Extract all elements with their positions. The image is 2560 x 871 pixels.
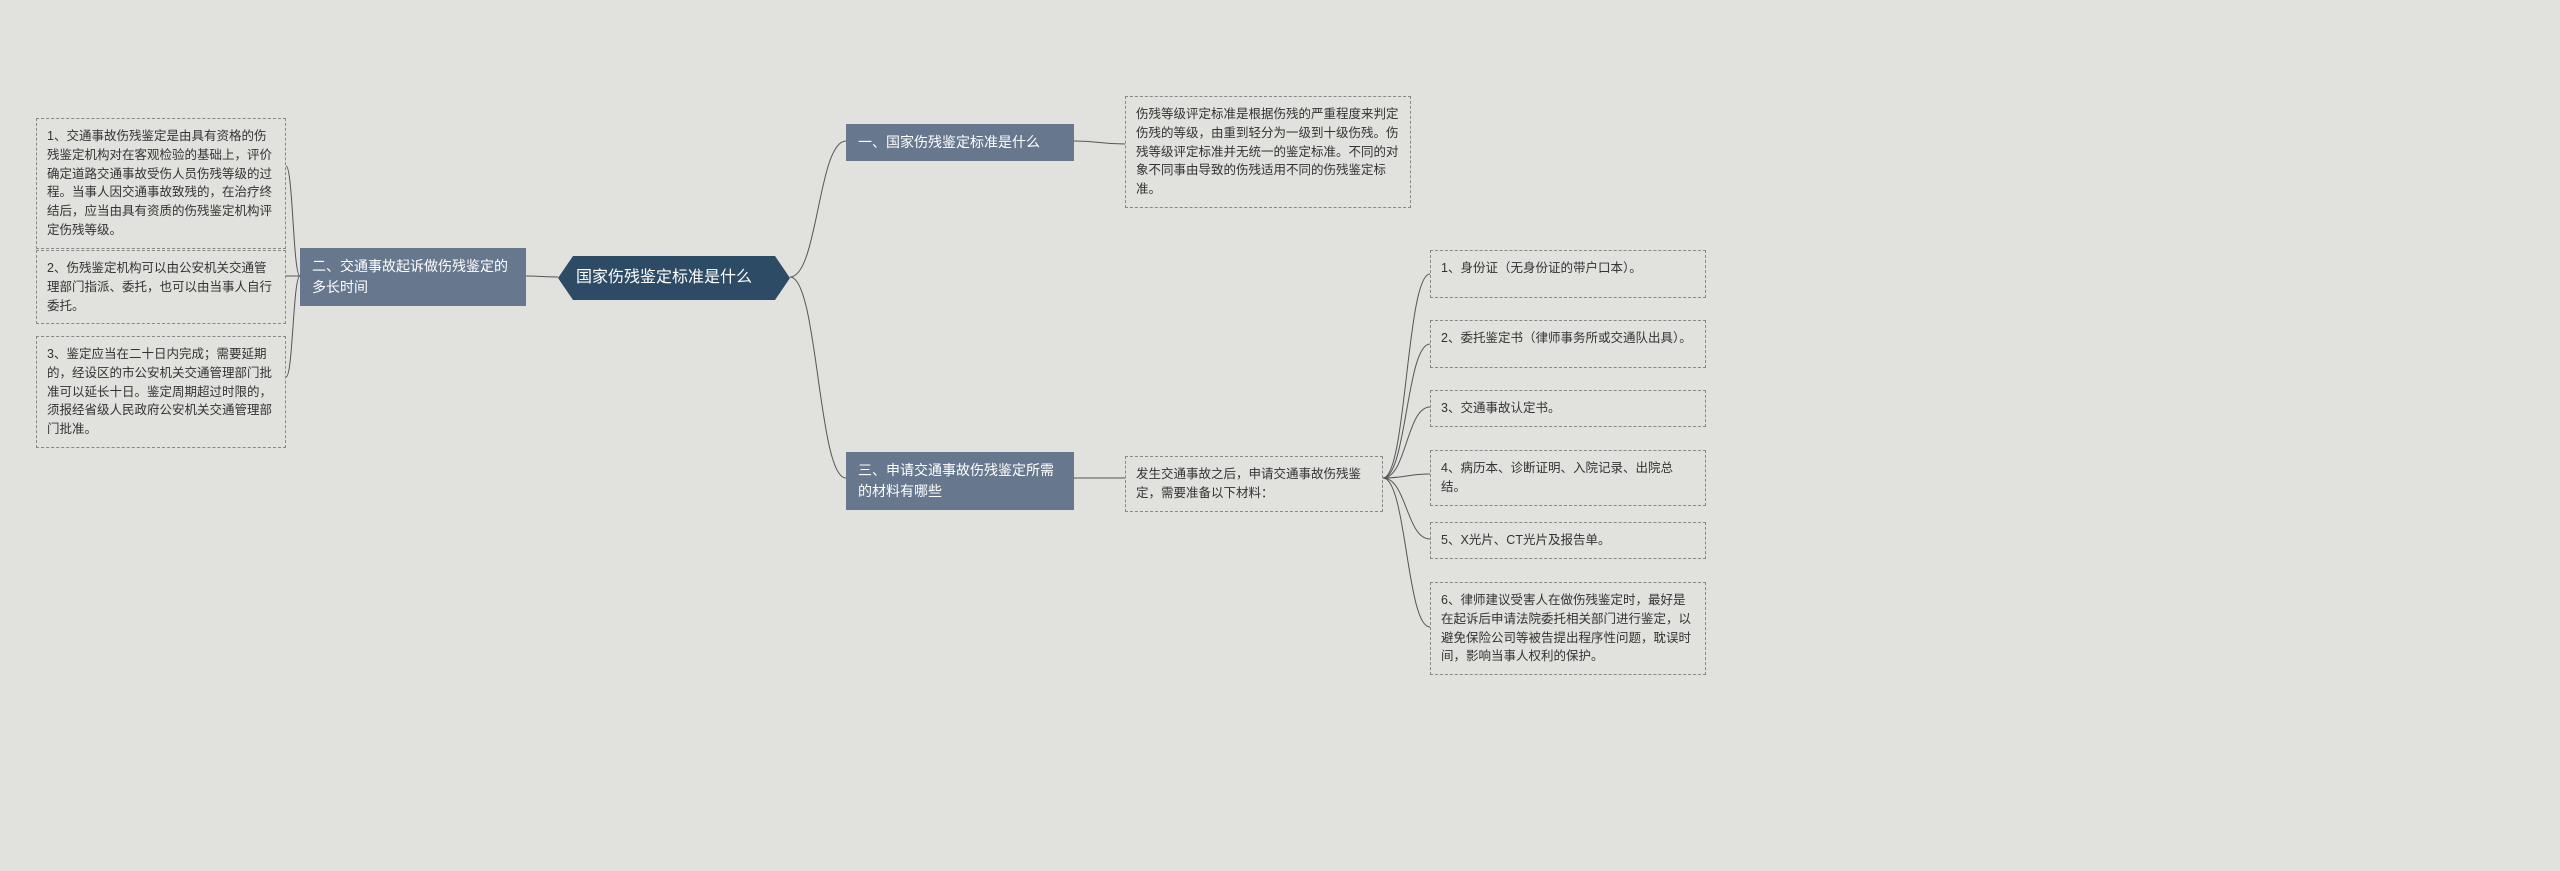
subleaf-2-0-5: 6、律师建议受害人在做伤残鉴定时，最好是在起诉后申请法院委托相关部门进行鉴定，以… [1430,582,1706,675]
root-node: 国家伤残鉴定标准是什么 [558,256,790,300]
subleaf-2-0-3: 4、病历本、诊断证明、入院记录、出院总结。 [1430,450,1706,506]
leaf-1-1: 2、伤残鉴定机构可以由公安机关交通管理部门指派、委托，也可以由当事人自行委托。 [36,250,286,324]
subleaf-2-0-4: 5、X光片、CT光片及报告单。 [1430,522,1706,559]
subleaf-2-0-1: 2、委托鉴定书（律师事务所或交通队出具）。 [1430,320,1706,368]
leaf-1-0: 1、交通事故伤残鉴定是由具有资格的伤残鉴定机构对在客观检验的基础上，评价确定道路… [36,118,286,249]
leaf-0-0: 伤残等级评定标准是根据伤残的严重程度来判定伤残的等级，由重到轻分为一级到十级伤残… [1125,96,1411,208]
leaf-1-2: 3、鉴定应当在二十日内完成；需要延期的，经设区的市公安机关交通管理部门批准可以延… [36,336,286,448]
subleaf-2-0-2: 3、交通事故认定书。 [1430,390,1706,427]
branch-0: 一、国家伤残鉴定标准是什么 [846,124,1074,161]
branch-2: 三、申请交通事故伤残鉴定所需的材料有哪些 [846,452,1074,510]
branch-1: 二、交通事故起诉做伤残鉴定的多长时间 [300,248,526,306]
leaf-2-0: 发生交通事故之后，申请交通事故伤残鉴定，需要准备以下材料： [1125,456,1383,512]
subleaf-2-0-0: 1、身份证（无身份证的带户口本）。 [1430,250,1706,298]
